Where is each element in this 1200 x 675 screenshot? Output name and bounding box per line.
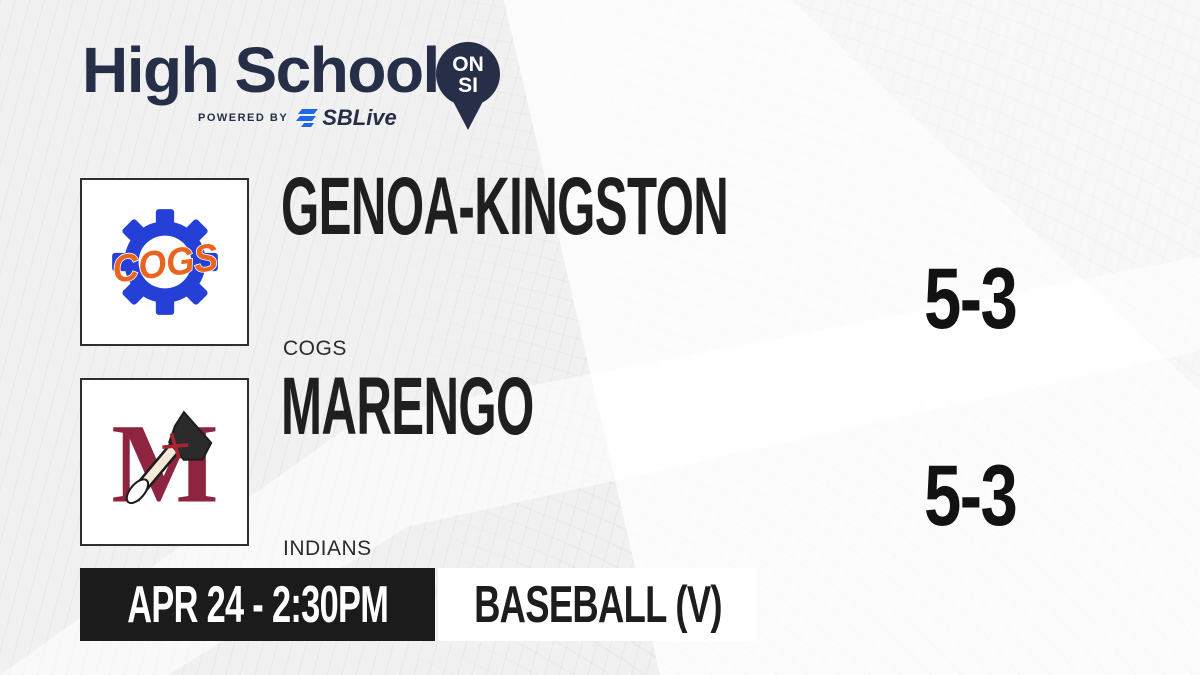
sblive-wordmark: SBLive xyxy=(322,105,397,130)
gear-icon xyxy=(111,209,218,315)
team1-record: 5-3 xyxy=(924,251,1018,347)
powered-by-row: POWERED BY SBLive xyxy=(198,106,397,130)
cogs-logo-text: COGS xyxy=(110,236,220,292)
game-datetime-box: APR 24 - 2:30PM xyxy=(80,568,435,641)
sblive-bolt-icon xyxy=(296,109,319,127)
sport-label: BASEBALL (V) xyxy=(474,575,722,634)
team1-name: GENOA-KINGSTON xyxy=(281,161,729,252)
sblive-logo: SBLive xyxy=(295,107,397,129)
powered-by-label: POWERED BY xyxy=(198,112,289,124)
team2-mascot: INDIANS xyxy=(283,537,372,560)
team2-record: 5-3 xyxy=(924,448,1018,544)
game-datetime: APR 24 - 2:30PM xyxy=(127,575,389,634)
sport-box: BASEBALL (V) xyxy=(438,568,758,641)
team1-mascot: COGS xyxy=(283,337,347,360)
team2-name: MARENGO xyxy=(281,361,534,452)
team1-logo-box: COGS xyxy=(80,178,249,346)
pin-text-si: SI xyxy=(458,74,478,97)
tomahawk-icon xyxy=(125,410,212,505)
cogs-gear-logo: COGS xyxy=(109,209,221,315)
pin-text-on: ON xyxy=(452,53,484,76)
brand-title: High School xyxy=(82,34,440,106)
on-si-pin-icon: ON SI xyxy=(436,42,500,130)
marengo-m-logo: M xyxy=(109,401,221,523)
team2-logo-box: M xyxy=(80,378,249,546)
